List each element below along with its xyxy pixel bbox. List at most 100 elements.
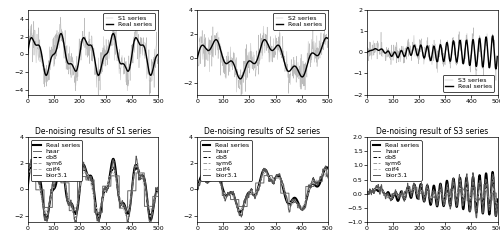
bior3.1 [238, 216, 244, 219]
bior3.1 [132, 173, 138, 176]
Real series [302, 73, 308, 76]
Real series [238, 77, 244, 80]
Real series [324, 166, 330, 169]
bior3.1 [442, 201, 448, 204]
haar [322, 168, 328, 171]
Real series [152, 58, 158, 61]
coif4 [302, 202, 308, 204]
Real series [272, 177, 278, 180]
coif4 [257, 180, 263, 183]
db8 [434, 198, 440, 201]
haar [492, 192, 498, 194]
Legend: Real series, haar, db8, sym6, coif4, bior3.1: Real series, haar, db8, sym6, coif4, bio… [370, 140, 422, 181]
haar [24, 165, 30, 168]
Line: haar: haar [28, 166, 158, 212]
Real series [470, 41, 476, 44]
db8 [272, 178, 278, 181]
sym6 [490, 175, 496, 178]
sym6 [426, 191, 432, 194]
sym6 [493, 210, 499, 213]
Line: Real series: Real series [367, 36, 497, 69]
Real series [434, 60, 440, 63]
bior3.1 [272, 178, 278, 181]
coif4 [434, 196, 440, 199]
S3 series [442, 56, 448, 59]
Legend: S2 series, Real series: S2 series, Real series [273, 13, 324, 30]
Real series [470, 179, 476, 182]
Line: coif4: coif4 [28, 166, 158, 212]
S2 series [302, 84, 308, 87]
Real series [257, 178, 263, 181]
coif4 [470, 191, 476, 194]
Real series [324, 37, 330, 40]
bior3.1 [152, 194, 158, 197]
S3 series [471, 44, 477, 47]
Real series [442, 57, 448, 60]
bior3.1 [302, 207, 308, 210]
Real series [96, 74, 102, 77]
S2 series [260, 25, 266, 28]
S3 series [470, 26, 476, 29]
S3 series [364, 48, 370, 51]
db8 [494, 203, 500, 205]
coif4 [492, 192, 498, 195]
bior3.1 [133, 155, 139, 158]
coif4 [238, 209, 244, 212]
coif4 [24, 175, 30, 178]
bior3.1 [470, 171, 476, 174]
Line: Real series: Real series [197, 38, 328, 79]
Real series [152, 195, 158, 198]
Real series [194, 188, 200, 191]
Line: sym6: sym6 [197, 169, 328, 215]
Real series [24, 53, 30, 56]
haar [132, 189, 138, 192]
Real series [88, 43, 94, 46]
haar [272, 176, 278, 179]
sym6 [152, 196, 158, 199]
S3 series [473, 80, 479, 82]
Line: S1 series: S1 series [28, 13, 158, 100]
db8 [324, 176, 330, 179]
sym6 [426, 196, 432, 199]
db8 [265, 174, 271, 177]
sym6 [434, 199, 440, 202]
haar [86, 178, 92, 181]
S2 series [257, 58, 263, 61]
haar [87, 178, 93, 181]
haar [426, 189, 432, 192]
coif4 [194, 184, 200, 187]
Line: S2 series: S2 series [197, 26, 328, 96]
sym6 [155, 188, 161, 191]
S2 series [238, 94, 244, 97]
Real series [442, 201, 448, 204]
db8 [87, 178, 93, 181]
sym6 [43, 219, 49, 222]
Real series [494, 198, 500, 201]
coif4 [152, 197, 158, 200]
Real series [88, 174, 94, 177]
Line: haar: haar [367, 184, 497, 209]
db8 [57, 161, 63, 163]
db8 [442, 199, 448, 202]
bior3.1 [257, 182, 263, 184]
bior3.1 [148, 223, 154, 226]
db8 [88, 179, 94, 182]
Line: bior3.1: bior3.1 [197, 166, 328, 217]
S3 series [426, 50, 432, 52]
Real series [492, 53, 498, 56]
db8 [155, 189, 161, 192]
S3 series [492, 58, 498, 61]
Real series [426, 199, 432, 202]
haar [96, 211, 102, 214]
Line: coif4: coif4 [367, 187, 497, 204]
S1 series [155, 54, 161, 57]
S2 series [322, 40, 328, 43]
Line: Real series: Real series [28, 159, 158, 220]
haar [494, 208, 500, 211]
bior3.1 [194, 186, 200, 189]
Real series [238, 210, 244, 213]
bior3.1 [322, 164, 328, 167]
coif4 [426, 194, 432, 197]
sym6 [257, 181, 263, 184]
Title: De-noising results of S2 series: De-noising results of S2 series [204, 127, 320, 136]
